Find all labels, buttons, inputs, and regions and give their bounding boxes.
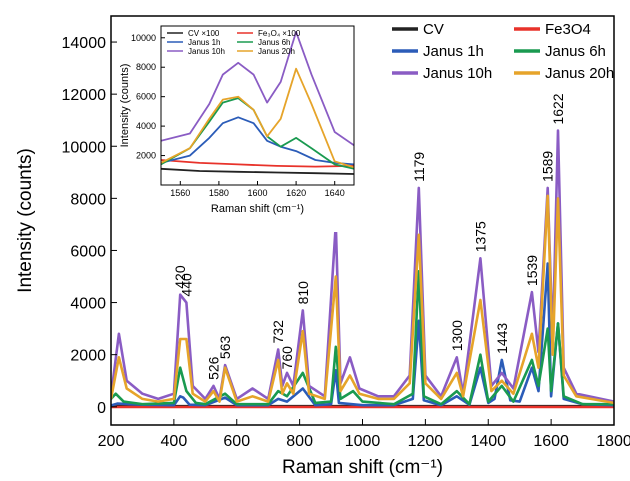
- main-y-tick-label: 0: [97, 400, 106, 417]
- main-y-tick-label: 8000: [70, 191, 106, 208]
- x-axis-title: Raman shift (cm⁻¹): [282, 457, 443, 478]
- peak-label-810: 810: [295, 281, 311, 305]
- main-x-tick-label: 1400: [470, 433, 506, 450]
- main-x-tick-label: 200: [98, 433, 125, 450]
- main-legend-item-janus-6h: Janus 6h: [514, 43, 606, 60]
- main-legend-item-janus-20h: Janus 20h: [514, 65, 614, 82]
- main-legend-label: Janus 20h: [545, 65, 614, 82]
- inset-x-tick-label: 1580: [209, 188, 229, 198]
- main-y-tick-label: 12000: [62, 87, 107, 104]
- inset-legend-label: CV ×100: [188, 29, 220, 38]
- inset-chart: 1560 1580 1600 1620 1640 2000 4000 6000 8000 1000…: [118, 20, 358, 232]
- main-x-tick-label: 1800: [596, 433, 630, 450]
- inset-axes: 1560 1580 1600 1620 1640 2000 4000 6000 8000 1000…: [131, 33, 345, 198]
- main-y-tick-label: 4000: [70, 296, 106, 313]
- inset-y-tick-label: 2000: [136, 151, 156, 161]
- inset-legend-label: Janus 6h: [258, 38, 290, 47]
- peak-label-1179: 1179: [411, 152, 427, 182]
- inset-legend-item-cv-100: CV ×100: [167, 29, 220, 38]
- inset-y-axis-title: Intensity (counts): [119, 64, 131, 148]
- inset-x-tick-label: 1640: [325, 188, 345, 198]
- inset-series-cv-100: [161, 167, 354, 175]
- main-axes: 200 400 600 800 1000 1200 1400 1600 1800 0 2000 400…: [62, 35, 630, 450]
- inset-x-tick-label: 1600: [247, 188, 267, 198]
- main-y-tick-label: 2000: [70, 348, 106, 365]
- peak-label-1539: 1539: [524, 255, 540, 286]
- peak-label-420: 420: [172, 265, 188, 289]
- inset-background: [118, 20, 358, 232]
- inset-x-tick-label: 1620: [286, 188, 306, 198]
- inset-legend-label: Janus 1h: [188, 38, 220, 47]
- inset-legend-label: Janus 10h: [188, 47, 225, 56]
- main-x-tick-label: 1000: [345, 433, 381, 450]
- main-legend-label: Janus 10h: [423, 65, 492, 82]
- main-series-janus-6h: [111, 270, 614, 406]
- main-x-tick-label: 1600: [533, 433, 569, 450]
- peak-label-1622: 1622: [550, 93, 566, 124]
- peak-label-760: 760: [279, 346, 295, 370]
- main-legend-item-janus-1h: Janus 1h: [392, 43, 484, 60]
- peak-label-732: 732: [270, 320, 286, 344]
- inset-x-tick-label: 1560: [170, 188, 190, 198]
- inset-legend-item-janus-10h: Janus 10h: [167, 47, 225, 56]
- main-y-tick-label: 14000: [62, 35, 107, 52]
- main-x-tick-label: 1200: [408, 433, 444, 450]
- inset-legend-item-janus-1h: Janus 1h: [167, 38, 220, 47]
- inset-series-fe-o-100: [161, 159, 354, 168]
- main-legend-label: CV: [423, 21, 444, 38]
- peak-label-1589: 1589: [540, 151, 556, 182]
- inset-y-tick-label: 4000: [136, 121, 156, 131]
- inset-series-janus-20h: [161, 67, 354, 169]
- main-legend-item-fe3o4: Fe3O4: [514, 21, 591, 38]
- main-legend: CV Fe3O4 Janus 1h Janus 6h Janus 10h Janus 20…: [392, 21, 614, 82]
- main-legend-label: Fe3O4: [545, 21, 591, 38]
- main-x-tick-label: 800: [286, 433, 313, 450]
- inset-x-axis-title: Raman shift (cm⁻¹): [211, 203, 304, 215]
- peak-label-563: 563: [217, 336, 233, 360]
- peak-label-440: 440: [178, 273, 194, 297]
- inset-legend-item-janus-20h: Janus 20h: [237, 47, 295, 56]
- inset-legend-label: Fe₃O₄ ×100: [258, 29, 301, 38]
- inset-y-tick-label: 8000: [136, 62, 156, 72]
- main-y-tick-label: 10000: [62, 139, 107, 156]
- main-series-janus-20h: [111, 194, 614, 405]
- y-axis-title: Intensity (counts): [15, 148, 36, 293]
- inset-series-janus-1h: [161, 116, 354, 166]
- inset-plot-series: [161, 31, 354, 175]
- inset-legend-label: Janus 20h: [258, 47, 295, 56]
- main-legend-item-janus-10h: Janus 10h: [392, 65, 492, 82]
- inset-y-tick-label: 6000: [136, 92, 156, 102]
- inset-y-tick-label: 10000: [131, 33, 156, 43]
- inset-legend-item-fe-o-100: Fe₃O₄ ×100: [237, 29, 301, 38]
- peak-label-1300: 1300: [449, 320, 465, 351]
- inset-legend-item-janus-6h: Janus 6h: [237, 38, 290, 47]
- peak-label-1375: 1375: [472, 221, 488, 252]
- main-legend-item-cv: CV: [392, 21, 444, 38]
- main-legend-label: Janus 1h: [423, 43, 484, 60]
- peak-label-526: 526: [206, 356, 222, 380]
- main-x-tick-label: 600: [223, 433, 250, 450]
- main-x-tick-label: 400: [161, 433, 188, 450]
- main-y-tick-label: 6000: [70, 243, 106, 260]
- main-legend-label: Janus 6h: [545, 43, 606, 60]
- inset-legend: CV ×100 Fe₃O₄ ×100 Janus 1h Janus 6h Janus 1…: [167, 29, 301, 56]
- peak-label-1443: 1443: [494, 323, 510, 354]
- inset-series-janus-10h: [161, 31, 354, 147]
- main-series-janus-1h: [111, 262, 614, 407]
